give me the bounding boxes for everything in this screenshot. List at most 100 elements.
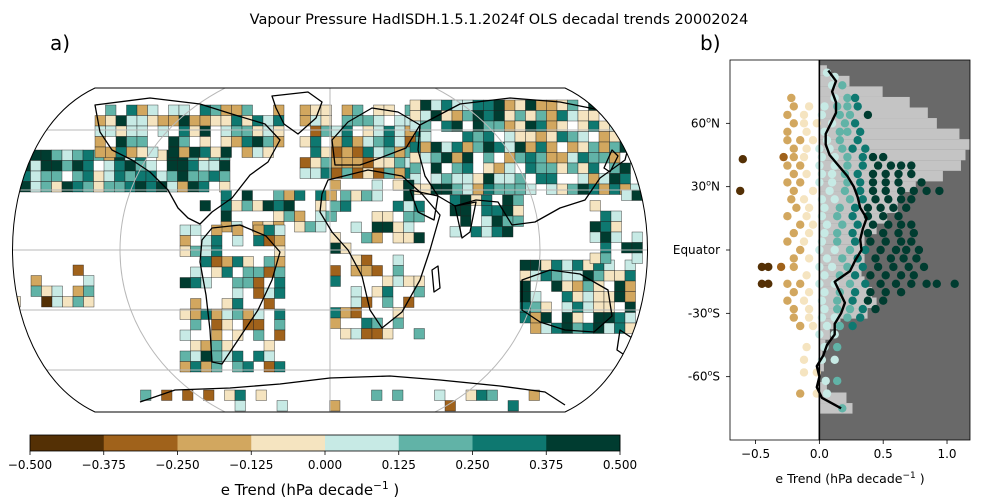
map-grid-cell: [304, 221, 316, 233]
scatter-point: [868, 178, 878, 187]
scatter-point: [950, 279, 959, 288]
scatter-point: [783, 127, 792, 136]
map-grid-cell: [103, 160, 115, 172]
map-grid-cell: [199, 125, 211, 137]
map-grid-cell: [449, 226, 461, 238]
map-grid-cell: [105, 125, 117, 137]
scatter-point: [902, 203, 911, 212]
map-grid-cell: [361, 265, 373, 277]
scatter-point: [783, 212, 792, 221]
map-grid-cell: [493, 173, 505, 185]
scatter-point: [845, 110, 855, 120]
scatter-point: [894, 212, 903, 221]
map-grid-cell: [190, 277, 202, 289]
scatter-point: [830, 245, 839, 255]
map-grid-cell: [462, 110, 474, 122]
map-grid-cell: [460, 215, 472, 227]
scatter-point: [896, 195, 906, 204]
map-grid-cell: [362, 146, 374, 158]
scatter-point: [789, 254, 798, 263]
map-grid-cell: [481, 226, 493, 238]
scatter-point: [896, 271, 906, 280]
map-grid-cell: [211, 350, 223, 362]
map-grid-cell: [624, 322, 636, 334]
scatter-point: [858, 195, 867, 204]
map-grid-cell: [40, 149, 52, 161]
scatter-point: [796, 178, 805, 187]
land-fraction-bar: [819, 244, 865, 256]
map-grid-cell: [493, 162, 505, 174]
scatter-point: [845, 195, 855, 204]
scatter-point: [792, 203, 801, 212]
map-grid-cell: [220, 210, 232, 222]
x-tick-label: 0.5: [874, 447, 893, 461]
map-grid-cell: [221, 298, 233, 310]
map-grid-cell: [577, 110, 589, 122]
map-grid-cell: [430, 162, 442, 174]
scatter-point: [789, 304, 798, 314]
scatter-point: [914, 245, 924, 255]
map-grid-cell: [502, 194, 514, 206]
map-grid-cell: [253, 319, 265, 331]
zonal-mean-line: [815, 69, 868, 410]
map-grid-cell: [263, 256, 275, 268]
scatter-point: [843, 127, 852, 136]
map-grid-cell: [472, 131, 484, 143]
scatter-point: [802, 342, 811, 352]
map-grid-cell: [331, 157, 343, 169]
scatter-point: [866, 288, 875, 297]
map-grid-cell: [51, 170, 63, 182]
map-grid-cell: [199, 146, 211, 158]
map-grid-cell: [504, 183, 516, 195]
colorbar-tick-label: 0.000: [308, 458, 342, 472]
map-grid-cell: [325, 189, 337, 201]
map-grid-cell: [514, 173, 526, 185]
map-grid-cell: [546, 110, 558, 122]
map-grid-cell: [340, 328, 352, 340]
map-grid-cell: [610, 231, 622, 243]
map-grid-cell: [403, 275, 415, 287]
scatter-point: [804, 228, 814, 238]
map-grid-cell: [190, 319, 202, 331]
map-grid-cell: [382, 211, 394, 223]
map-grid-cell: [299, 157, 311, 169]
map-grid-cell: [361, 254, 373, 266]
map-grid-cell: [168, 136, 180, 148]
scatter-point: [853, 136, 862, 145]
map-grid-cell: [190, 350, 202, 362]
map-grid-cell: [252, 125, 264, 137]
map-grid-cell: [350, 296, 362, 308]
scatter-point: [822, 136, 832, 145]
map-grid-cell: [409, 99, 421, 111]
map-grid-cell: [273, 200, 285, 212]
scatter-point: [827, 169, 837, 179]
map-grid-cell: [283, 200, 295, 212]
scatter-point: [783, 178, 792, 187]
scatter-point: [850, 119, 860, 128]
scatter-point: [736, 186, 745, 196]
map-grid-cell: [177, 170, 189, 182]
map-grid-cell: [232, 235, 244, 247]
map-grid-cell: [483, 183, 495, 195]
map-grid-cell: [203, 389, 215, 401]
map-grid-cell: [525, 141, 537, 153]
scatter-point: [796, 245, 805, 255]
scatter-point: [909, 228, 918, 238]
map-grid-cell: [589, 231, 601, 243]
scatter-point: [871, 304, 880, 314]
map-grid-cell: [262, 200, 274, 212]
map-grid-cell: [361, 317, 373, 329]
scatter-point: [830, 195, 839, 204]
map-grid-cell: [504, 173, 516, 185]
scatter-point: [789, 119, 798, 128]
scatter-point: [873, 262, 883, 272]
scatter-point: [902, 245, 911, 255]
map-grid-cell: [329, 307, 341, 319]
land-fraction-bar: [819, 107, 928, 119]
map-grid-cell: [253, 350, 265, 362]
scatter-point: [866, 237, 875, 246]
map-grid-cell: [535, 141, 547, 153]
scatter-point: [789, 144, 798, 153]
map-grid-cell: [504, 131, 516, 143]
map-grid-cell: [577, 173, 589, 185]
